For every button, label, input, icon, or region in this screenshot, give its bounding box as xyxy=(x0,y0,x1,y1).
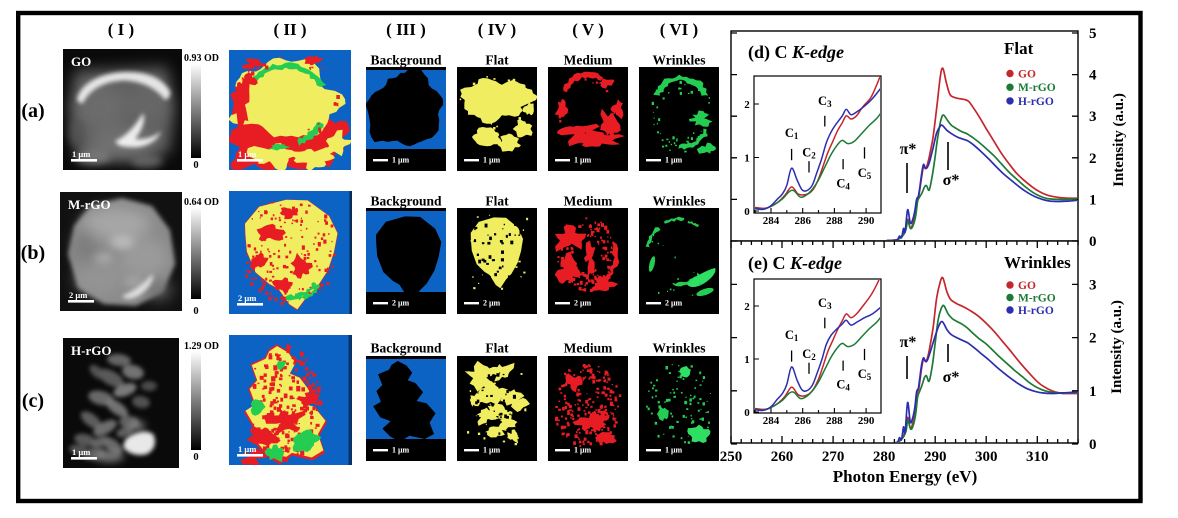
svg-text:5: 5 xyxy=(1089,26,1097,42)
svg-text:1 μm: 1 μm xyxy=(72,149,90,159)
svg-text:1: 1 xyxy=(744,354,750,366)
svg-text:Intensity (a.u.): Intensity (a.u.) xyxy=(1111,93,1127,187)
svg-text:Wrinkles: Wrinkles xyxy=(652,341,705,356)
svg-text:290: 290 xyxy=(924,449,947,465)
svg-text:290: 290 xyxy=(858,215,875,227)
svg-text:Flat: Flat xyxy=(485,341,509,356)
svg-text:H-rGO: H-rGO xyxy=(1018,305,1054,317)
svg-text:GO: GO xyxy=(1018,69,1036,81)
svg-text:1 μm: 1 μm xyxy=(665,156,683,165)
svg-text:1 μm: 1 μm xyxy=(238,149,256,159)
svg-text:284: 284 xyxy=(763,415,780,427)
svg-text:0: 0 xyxy=(744,407,750,419)
svg-text:Wrinkles: Wrinkles xyxy=(652,194,705,209)
svg-text:2 μm: 2 μm xyxy=(665,299,683,308)
svg-text:Photon Energy (eV): Photon Energy (eV) xyxy=(833,467,977,486)
svg-text:310: 310 xyxy=(1026,449,1049,465)
svg-text:Background: Background xyxy=(370,53,442,68)
svg-text:Medium: Medium xyxy=(564,53,614,68)
svg-text:0: 0 xyxy=(193,306,198,317)
svg-text:(b): (b) xyxy=(21,242,45,264)
svg-text:286: 286 xyxy=(794,415,811,427)
svg-text:0.93 OD: 0.93 OD xyxy=(184,53,219,64)
svg-text:1 μm: 1 μm xyxy=(574,156,592,165)
svg-text:270: 270 xyxy=(822,449,845,465)
svg-text:H-rGO: H-rGO xyxy=(1018,96,1054,108)
svg-text:σ*: σ* xyxy=(943,172,960,189)
svg-text:0: 0 xyxy=(1089,234,1097,250)
svg-text:Flat: Flat xyxy=(485,53,509,68)
svg-text:Medium: Medium xyxy=(564,194,614,209)
svg-text:2 μm: 2 μm xyxy=(238,293,256,303)
svg-text:288: 288 xyxy=(826,215,843,227)
svg-text:Background: Background xyxy=(370,194,442,209)
svg-text:0: 0 xyxy=(193,452,198,463)
svg-text:1 μm: 1 μm xyxy=(392,446,410,455)
svg-text:Wrinkles: Wrinkles xyxy=(1004,253,1071,272)
svg-text:1: 1 xyxy=(1089,192,1097,208)
svg-text:280: 280 xyxy=(873,449,896,465)
svg-text:4: 4 xyxy=(1089,68,1097,84)
svg-text:290: 290 xyxy=(858,415,875,427)
svg-text:Medium: Medium xyxy=(564,341,614,356)
svg-text:Intensity (a.u.): Intensity (a.u.) xyxy=(1109,300,1125,394)
svg-text:H-rGO: H-rGO xyxy=(71,343,111,358)
svg-text:0: 0 xyxy=(193,160,198,171)
svg-text:288: 288 xyxy=(826,415,843,427)
svg-text:1 μm: 1 μm xyxy=(665,446,683,455)
svg-text:( I ): ( I ) xyxy=(108,20,134,39)
svg-text:2 μm: 2 μm xyxy=(574,299,592,308)
svg-text:(e) C K-edge: (e) C K-edge xyxy=(748,253,842,274)
svg-text:0.64 OD: 0.64 OD xyxy=(184,197,219,208)
svg-text:1 μm: 1 μm xyxy=(574,446,592,455)
svg-text:1: 1 xyxy=(744,153,750,165)
svg-text:Wrinkles: Wrinkles xyxy=(652,53,705,68)
svg-text:250: 250 xyxy=(720,449,743,465)
svg-text:1 μm: 1 μm xyxy=(483,446,501,455)
svg-text:1.29 OD: 1.29 OD xyxy=(184,341,219,352)
svg-text:( VI ): ( VI ) xyxy=(660,20,698,39)
svg-text:260: 260 xyxy=(771,449,794,465)
svg-text:1 μm: 1 μm xyxy=(238,444,256,454)
svg-text:2: 2 xyxy=(744,99,750,111)
svg-text:3: 3 xyxy=(1089,277,1097,293)
svg-text:300: 300 xyxy=(975,449,998,465)
svg-text:Flat: Flat xyxy=(1004,39,1034,58)
svg-text:1 μm: 1 μm xyxy=(72,447,90,457)
svg-text:286: 286 xyxy=(794,215,811,227)
svg-text:Background: Background xyxy=(370,341,442,356)
svg-text:1: 1 xyxy=(1089,384,1097,400)
svg-text:2 μm: 2 μm xyxy=(483,299,501,308)
svg-text:π*: π* xyxy=(900,141,917,158)
svg-text:1 μm: 1 μm xyxy=(392,156,410,165)
svg-text:(c): (c) xyxy=(22,390,44,412)
svg-text:M-rGO: M-rGO xyxy=(1018,82,1056,94)
svg-text:0: 0 xyxy=(1089,437,1097,453)
svg-text:284: 284 xyxy=(763,215,780,227)
svg-text:3: 3 xyxy=(1089,109,1097,125)
svg-text:M-rGO: M-rGO xyxy=(1018,293,1056,305)
svg-text:( III ): ( III ) xyxy=(386,20,426,39)
svg-text:(d) C K-edge: (d) C K-edge xyxy=(748,42,844,63)
svg-text:2 μm: 2 μm xyxy=(392,299,410,308)
svg-text:Flat: Flat xyxy=(485,194,509,209)
svg-text:GO: GO xyxy=(71,54,91,69)
svg-text:( IV ): ( IV ) xyxy=(478,20,516,39)
svg-text:2: 2 xyxy=(744,301,750,313)
svg-text:0: 0 xyxy=(744,206,750,218)
svg-text:2 μm: 2 μm xyxy=(69,290,87,300)
svg-text:( II ): ( II ) xyxy=(273,20,306,39)
svg-text:1 μm: 1 μm xyxy=(483,156,501,165)
svg-text:2: 2 xyxy=(1089,331,1097,347)
svg-text:2: 2 xyxy=(1089,151,1097,167)
svg-text:GO: GO xyxy=(1018,280,1036,292)
svg-text:M-rGO: M-rGO xyxy=(68,197,111,212)
svg-text:( V ): ( V ) xyxy=(572,20,604,39)
svg-text:π*: π* xyxy=(900,334,917,351)
svg-text:(a): (a) xyxy=(21,100,44,122)
svg-text:σ*: σ* xyxy=(943,369,960,386)
